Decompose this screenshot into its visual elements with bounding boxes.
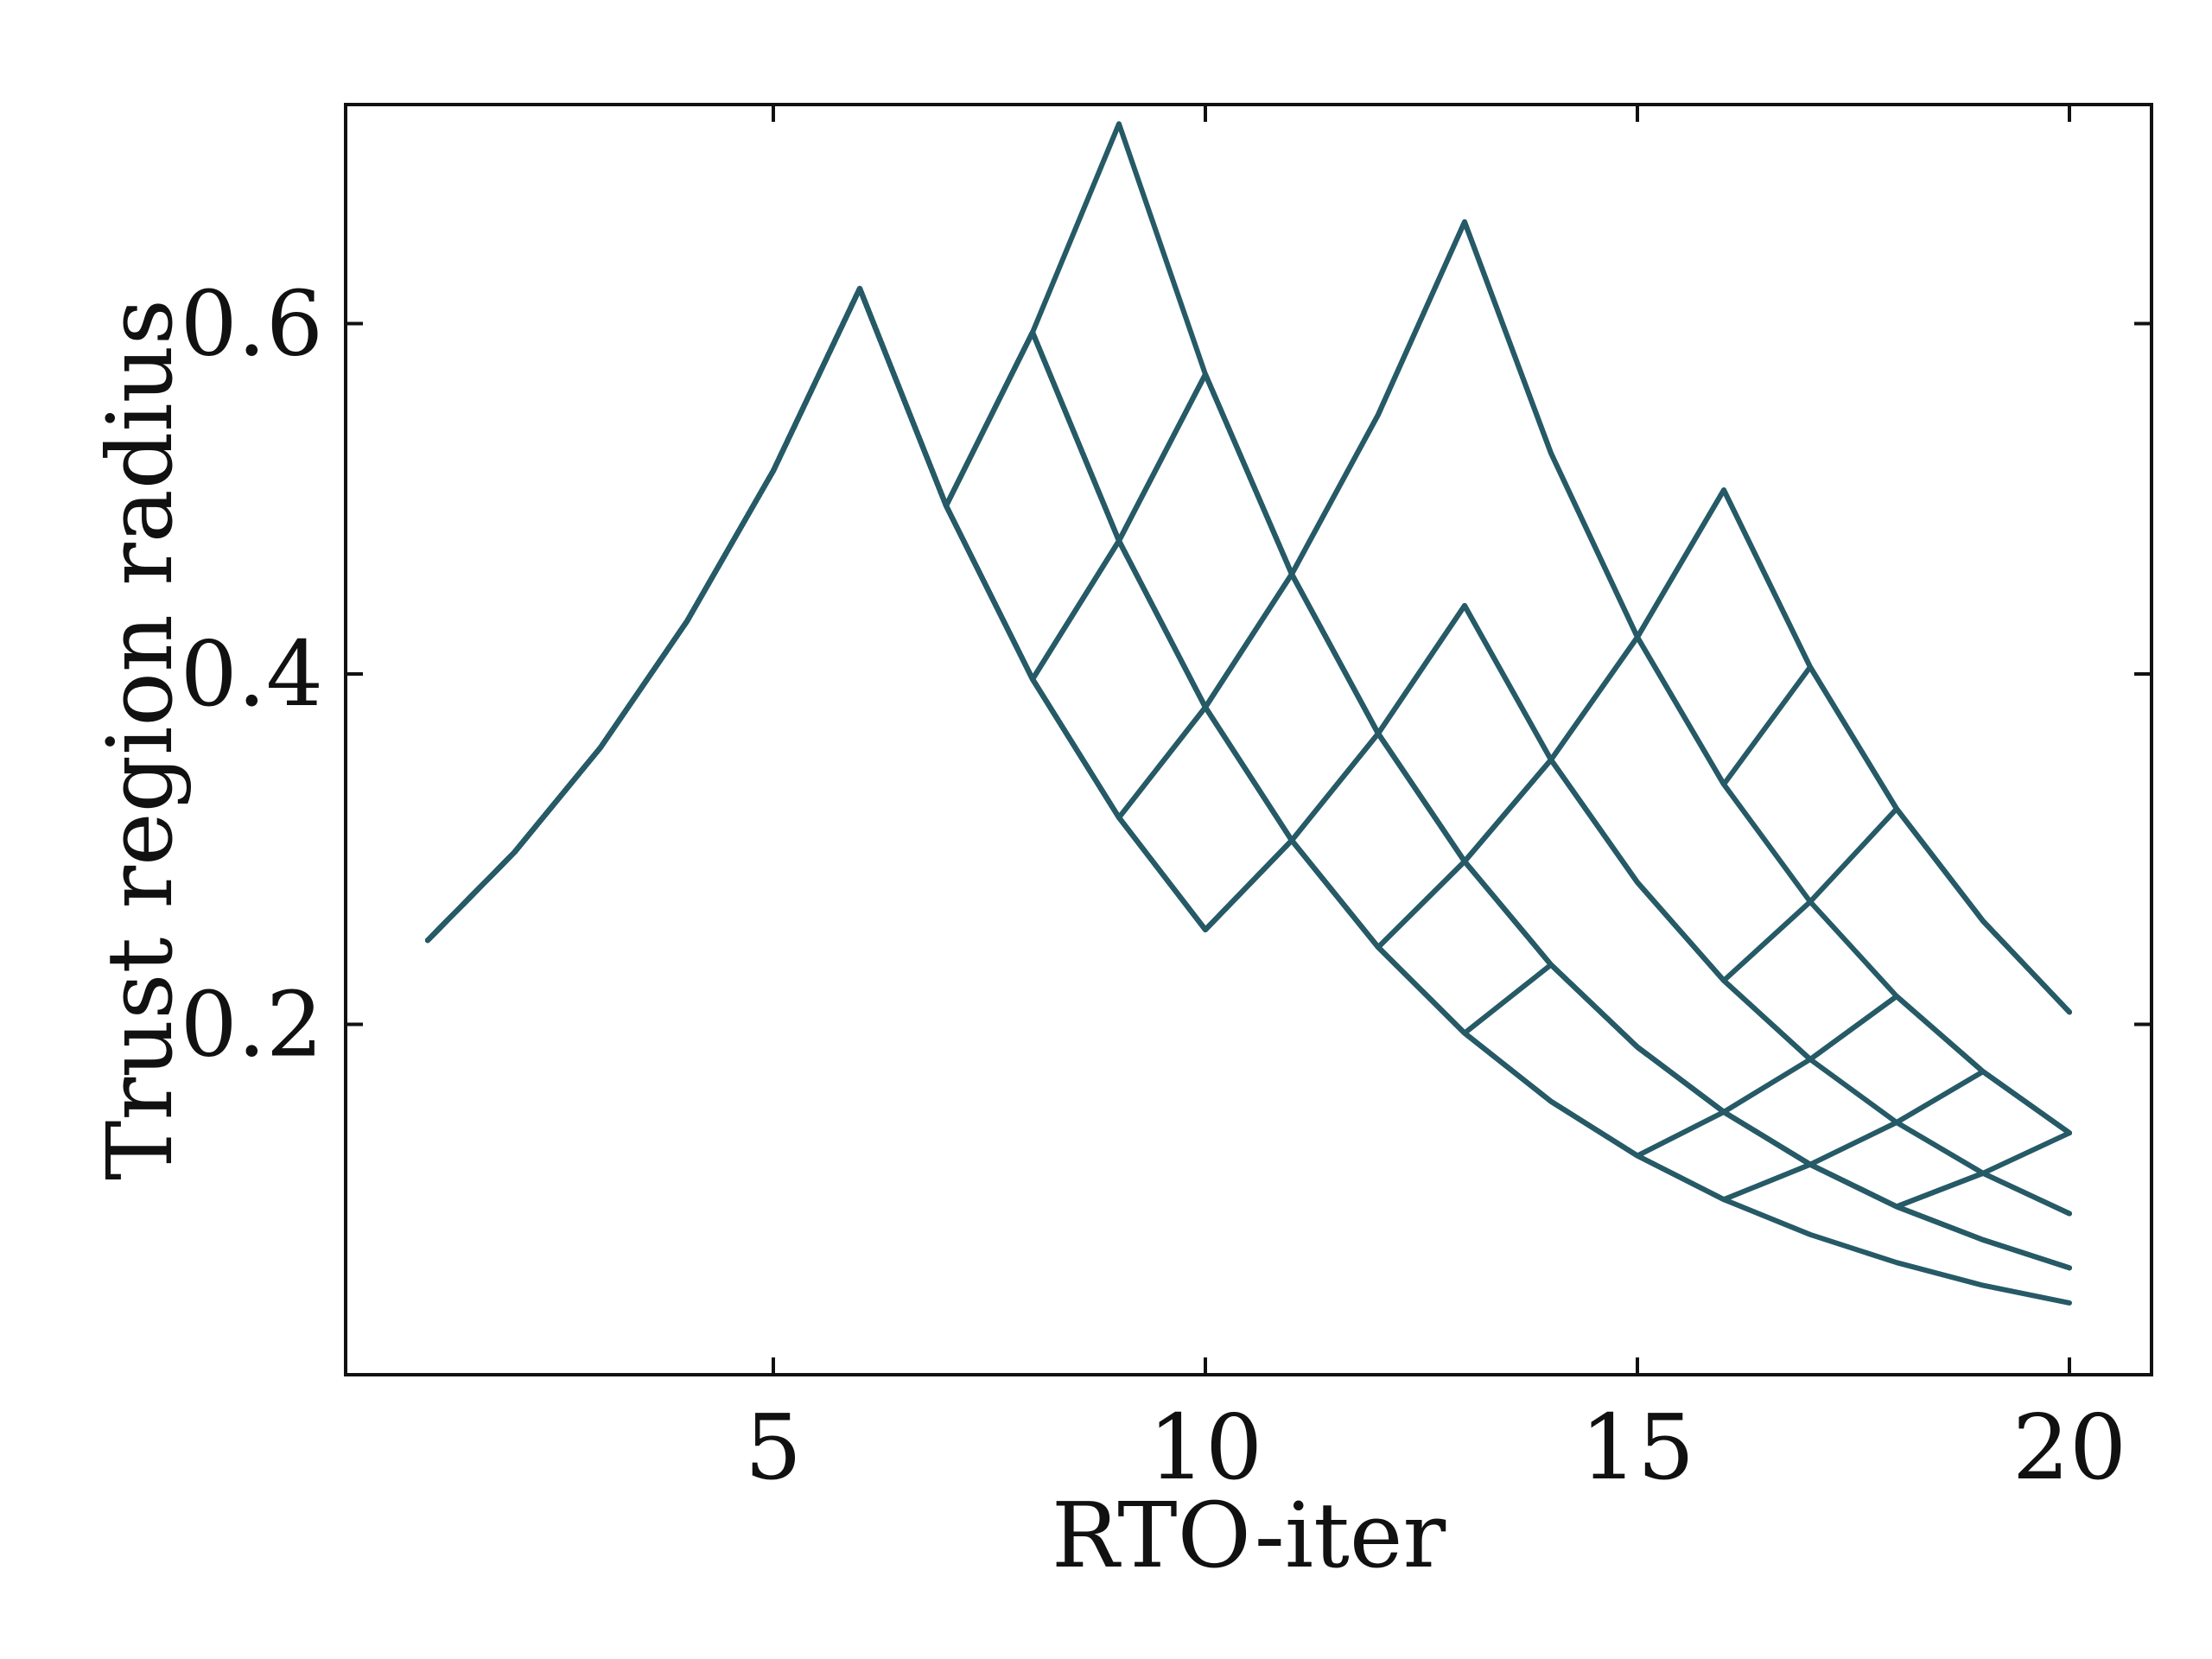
y-tick-label: 0.4 [181,621,323,727]
plot-frame [344,103,2153,1376]
series-line-10 [425,285,2072,1136]
plot-area [425,121,2072,1306]
series-line-8 [425,285,2072,1217]
series-line-15 [425,285,2072,1136]
y-axis: 0.2 0.4 0.6 [181,270,2152,1077]
x-axis: 5 10 15 20 [745,105,2126,1500]
x-tick-label: 15 [1580,1395,1694,1500]
y-tick-label: 0.6 [181,270,323,376]
series-line-4 [425,285,2072,1167]
series-line-13 [425,285,2072,1271]
x-tick-label: 20 [2012,1395,2126,1500]
series-line-11 [425,219,2072,1015]
series-line-1 [425,285,2072,1306]
series-line-5 [425,285,2072,1015]
x-tick-label: 10 [1148,1395,1262,1500]
y-tick-label: 0.2 [181,971,323,1077]
series-line-3 [425,285,2072,1217]
series-line-6 [425,121,2072,1015]
series-line-7 [425,285,2072,1136]
y-axis-label: Trust region radius [87,299,193,1180]
x-axis-label: RTO-iter [1052,1483,1446,1588]
series-line-12 [425,285,2072,1015]
x-tick-label: 5 [745,1395,802,1500]
